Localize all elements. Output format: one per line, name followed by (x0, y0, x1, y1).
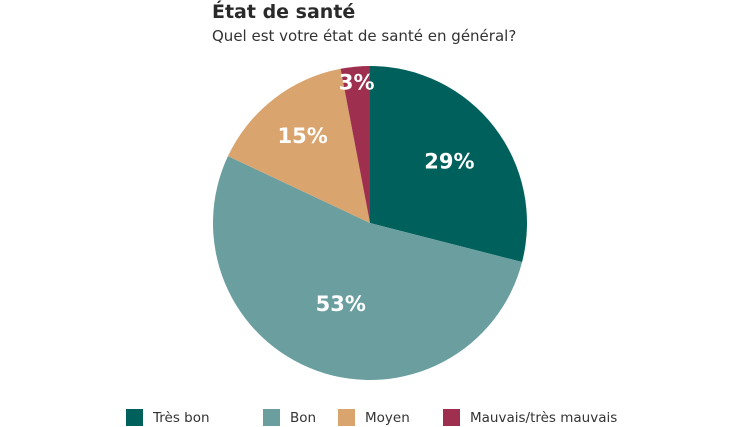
legend-swatch (126, 409, 143, 426)
slice-label-0: 29% (424, 149, 474, 173)
slice-label-3: 3% (339, 70, 375, 94)
legend-swatch (263, 409, 280, 426)
pie-slice-1 (213, 156, 523, 380)
legend-swatch (338, 409, 355, 426)
pie-slice-0 (370, 66, 527, 263)
legend-label: Bon (290, 409, 317, 426)
legend-swatch (443, 409, 460, 426)
pie-chart: 29% 53% 15% 3% (213, 66, 527, 380)
legend-label: Moyen (365, 409, 410, 426)
legend-item-1: Bon (263, 409, 316, 426)
pie-slice-2 (227, 68, 370, 223)
chart-subtitle: Quel est votre état de santé en général? (212, 27, 517, 45)
legend-item-0: Très bon (126, 409, 210, 426)
legend-item-2: Moyen (338, 409, 410, 426)
slice-label-1: 53% (316, 292, 366, 316)
legend-label: Mauvais/très mauvais (470, 409, 618, 426)
legend-label: Très bon (153, 409, 210, 426)
legend-item-3: Mauvais/très mauvais (443, 409, 617, 426)
chart-title: État de santé (212, 1, 356, 23)
pie-slice-3 (340, 66, 370, 223)
slice-label-2: 15% (278, 124, 328, 148)
